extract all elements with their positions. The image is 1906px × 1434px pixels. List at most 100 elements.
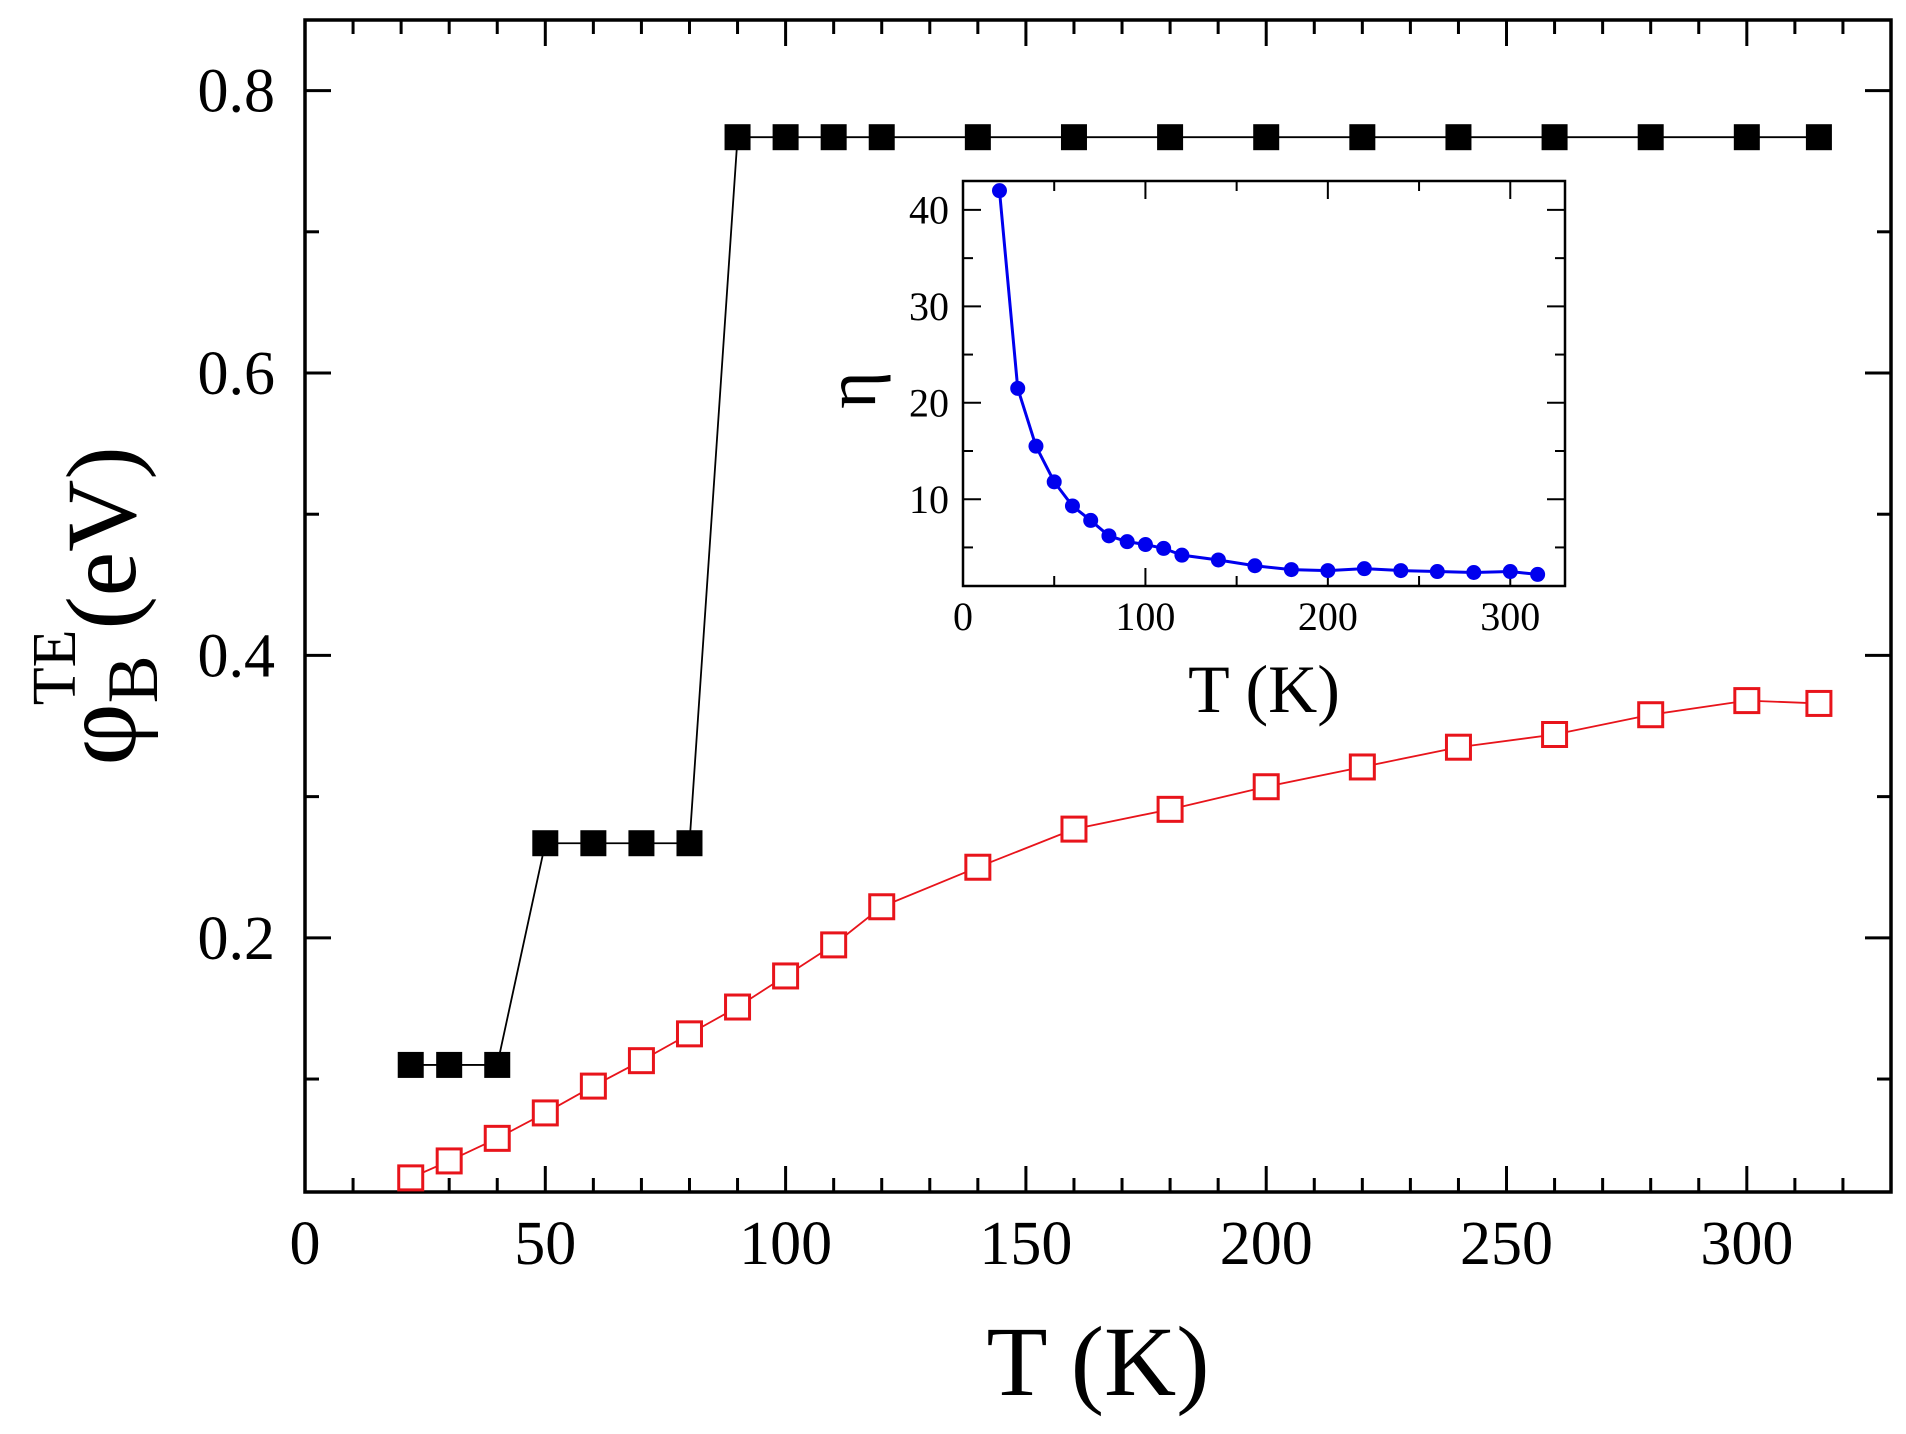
- data-point: [868, 124, 895, 151]
- data-point: [1156, 540, 1172, 556]
- data-point: [1733, 124, 1760, 151]
- data-point: [724, 993, 752, 1021]
- data-point: [531, 1099, 559, 1127]
- main-x-tick-label: 250: [1460, 1210, 1553, 1278]
- main-x-tick-label: 150: [979, 1210, 1072, 1278]
- inset-y-axis-title: η: [811, 371, 891, 409]
- data-point: [397, 1051, 424, 1078]
- data-point: [1805, 689, 1833, 717]
- data-point: [1010, 380, 1026, 396]
- data-point: [1046, 474, 1062, 490]
- data-point: [1733, 687, 1761, 715]
- y-title-subscript: B: [93, 655, 173, 703]
- data-point: [580, 830, 607, 857]
- main-y-tick-label: 0.2: [198, 905, 276, 973]
- main-plot-frame: [303, 18, 1893, 1194]
- data-point: [1393, 563, 1409, 579]
- series-line: [410, 699, 1819, 1179]
- data-point: [1083, 512, 1099, 528]
- y-title-symbol: φ: [40, 703, 159, 765]
- main-y-axis-title: φBTE(eV): [21, 446, 173, 765]
- main-x-axis-title: T (K): [986, 1306, 1209, 1417]
- inset-y-tick-label: 40: [909, 188, 949, 233]
- main-axis-ticks: [303, 20, 1891, 1192]
- data-point: [1210, 552, 1226, 568]
- data-point: [436, 1051, 463, 1078]
- data-point: [772, 962, 800, 990]
- data-point: [1252, 773, 1280, 801]
- inset-y-tick-label: 20: [909, 380, 949, 425]
- y-title-superscript: TE: [21, 630, 89, 706]
- data-point: [964, 853, 992, 881]
- data-point: [1119, 534, 1135, 550]
- data-point: [1060, 124, 1087, 151]
- inset-x-tick-label: 200: [1298, 594, 1358, 639]
- data-point: [532, 830, 559, 857]
- inset-y-tick-label: 30: [909, 284, 949, 329]
- data-point: [1356, 561, 1372, 577]
- data-point: [1429, 564, 1445, 580]
- main-y-tick-label: 0.8: [198, 58, 276, 126]
- inset-series: [991, 183, 1546, 582]
- inset-tick-labels: 0 100 200 300 10 20 30 40: [909, 188, 1540, 639]
- data-point: [579, 1072, 607, 1100]
- data-point: [1064, 498, 1080, 514]
- series-eta: [991, 183, 1546, 582]
- data-point: [1466, 565, 1482, 580]
- data-point: [1028, 438, 1044, 454]
- inset-plot-frame: [961, 179, 1567, 588]
- data-point: [1060, 815, 1088, 843]
- data-point: [1157, 124, 1184, 151]
- main-x-tick-label: 300: [1700, 1210, 1793, 1278]
- svg-text:φBTE(eV): φBTE(eV): [21, 446, 173, 765]
- data-point: [1349, 124, 1376, 151]
- data-point: [1637, 124, 1664, 151]
- data-point: [397, 1164, 425, 1192]
- data-point: [1247, 558, 1263, 574]
- inset-x-axis-title: T (K): [1188, 651, 1340, 727]
- data-point: [1502, 564, 1518, 580]
- inset-background: [963, 181, 1565, 586]
- main-x-tick-label: 0: [290, 1210, 321, 1278]
- data-point: [435, 1147, 463, 1175]
- main-x-tick-label: 100: [739, 1210, 832, 1278]
- data-point: [628, 830, 655, 857]
- data-point: [820, 124, 847, 151]
- data-point: [1320, 563, 1336, 579]
- data-point: [820, 931, 848, 959]
- inset-x-tick-label: 0: [953, 594, 973, 639]
- series-red-open-squares: [397, 687, 1833, 1192]
- data-point: [1348, 753, 1376, 781]
- main-x-tick-label: 200: [1220, 1210, 1313, 1278]
- main-y-tick-label: 0.4: [198, 623, 276, 691]
- data-point: [991, 183, 1007, 199]
- data-point: [1805, 124, 1832, 151]
- data-point: [1253, 124, 1280, 151]
- inset-y-tick-label: 10: [909, 477, 949, 522]
- data-point: [1445, 124, 1472, 151]
- data-point: [1541, 720, 1569, 748]
- data-point: [483, 1124, 511, 1152]
- data-point: [1174, 547, 1190, 563]
- data-point: [1156, 795, 1184, 823]
- main-y-tick-label: 0.6: [198, 340, 276, 408]
- data-point: [1101, 528, 1117, 544]
- data-point: [772, 124, 799, 151]
- series-black-filled-squares: [397, 124, 1832, 1078]
- main-series: [397, 124, 1833, 1192]
- data-point: [1137, 537, 1153, 553]
- data-point: [1541, 124, 1568, 151]
- data-point: [627, 1047, 655, 1075]
- data-point: [1637, 701, 1665, 729]
- data-point: [484, 1051, 511, 1078]
- main-x-tick-label: 50: [514, 1210, 576, 1278]
- data-point: [964, 124, 991, 151]
- data-point: [1283, 562, 1299, 578]
- data-point: [1530, 566, 1546, 582]
- inset-axis-ticks: [962, 181, 1565, 586]
- inset-x-tick-label: 300: [1480, 594, 1540, 639]
- data-point: [1444, 733, 1472, 761]
- data-point: [676, 830, 703, 857]
